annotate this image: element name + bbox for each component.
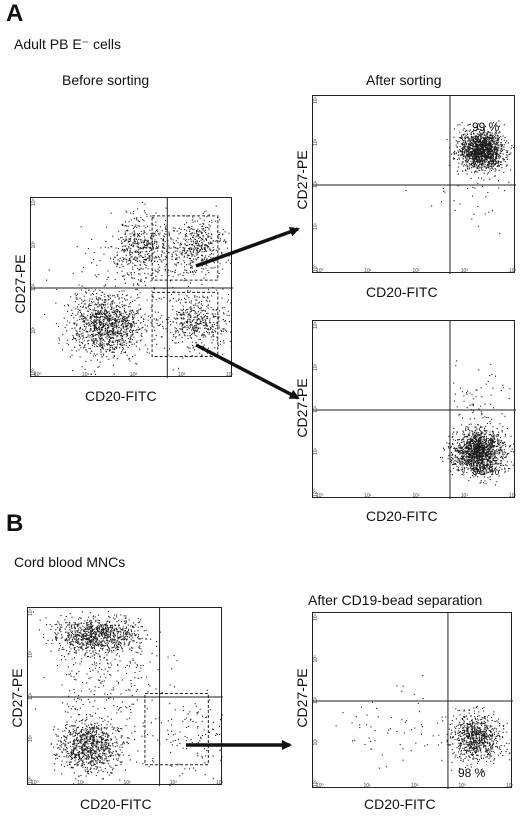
sort-gate xyxy=(151,291,219,358)
x-tick-label: 10⁴ xyxy=(509,493,516,499)
x-axis-label: CD20-FITC xyxy=(85,388,157,404)
x-tick-label: 10¹ xyxy=(82,372,90,378)
percent-label: 98 % xyxy=(472,464,500,478)
y-tick-label: 10³ xyxy=(31,241,37,249)
y-tick-label: 10⁰ xyxy=(313,489,319,497)
y-tick-label: 10² xyxy=(313,405,319,413)
y-tick-label: 10¹ xyxy=(313,447,319,455)
percent-label: 99 % xyxy=(472,120,500,134)
y-tick-label: 10⁴ xyxy=(313,321,319,329)
x-axis-label: CD20-FITC xyxy=(366,508,438,524)
y-tick-label: 10² xyxy=(313,180,319,188)
data-points xyxy=(335,674,512,772)
x-tick-label: 10¹ xyxy=(77,780,85,786)
y-tick-label: 10² xyxy=(313,696,319,704)
data-points xyxy=(440,360,515,486)
data-points xyxy=(405,120,516,235)
y-tick-label: 10⁴ xyxy=(313,96,319,104)
after-bead-separation-title: After CD19-bead separation xyxy=(308,592,483,608)
panel-a-caption: Adult PB E⁻ cells xyxy=(14,36,121,52)
arrow-to-top-plot xyxy=(195,227,300,268)
x-tick-label: 10³ xyxy=(178,372,186,378)
x-tick-label: 10² xyxy=(130,372,138,378)
x-tick-label: 10² xyxy=(124,780,132,786)
after-sorting-title: After sorting xyxy=(366,72,442,88)
x-axis-label: CD20-FITC xyxy=(364,796,436,812)
x-tick-label: 10⁰ xyxy=(316,783,324,789)
y-tick-label: 10¹ xyxy=(313,222,319,230)
y-tick-label: 10⁰ xyxy=(28,776,34,784)
y-tick-label: 10¹ xyxy=(31,326,37,334)
x-axis-label: CD20-FITC xyxy=(366,284,438,300)
x-tick-label: 10³ xyxy=(459,783,467,789)
scatter-plot-a-after-top: 10⁰ 10⁰ 10¹ 10¹ 10² 10² 10³ 10³ 10⁴ 10⁴ xyxy=(312,95,516,274)
y-tick-label: 10⁴ xyxy=(31,198,37,206)
x-tick-label: 10⁰ xyxy=(34,372,42,378)
x-tick-label: 10⁴ xyxy=(506,783,513,789)
y-tick-label: 10¹ xyxy=(28,734,34,742)
x-tick-label: 10³ xyxy=(461,493,469,499)
x-tick-label: 10² xyxy=(411,783,419,789)
x-tick-label: 10⁴ xyxy=(509,268,516,274)
x-tick-label: 10¹ xyxy=(364,268,372,274)
x-tick-label: 10¹ xyxy=(364,783,372,789)
percent-label: 98 % xyxy=(458,766,486,780)
x-tick-label: 10⁰ xyxy=(31,780,39,786)
x-axis-label: CD20-FITC xyxy=(80,796,152,812)
x-tick-label: 10³ xyxy=(170,780,178,786)
y-tick-label: 10⁰ xyxy=(313,779,319,787)
x-tick-label: 10³ xyxy=(461,268,469,274)
x-tick-label: 10⁰ xyxy=(316,493,324,499)
panel-letter-a: A xyxy=(6,0,24,27)
y-tick-label: 10¹ xyxy=(313,738,319,746)
x-tick-label: 10² xyxy=(413,493,421,499)
scatter-plot-b-after: 10⁰ 10⁰ 10¹ 10¹ 10² 10² 10³ 10³ 10⁴ 10⁴ xyxy=(312,612,513,789)
data-points xyxy=(32,610,223,786)
y-tick-label: 10³ xyxy=(28,650,34,658)
y-tick-label: 10⁰ xyxy=(31,368,37,376)
y-tick-label: 10³ xyxy=(313,363,319,371)
x-tick-label: 10⁴ xyxy=(226,372,233,378)
x-tick-label: 10⁰ xyxy=(316,268,324,274)
x-tick-label: 10¹ xyxy=(364,493,372,499)
y-tick-label: 10⁴ xyxy=(313,613,319,621)
y-tick-label: 10⁰ xyxy=(313,264,319,272)
y-tick-label: 10² xyxy=(28,692,34,700)
y-tick-label: 10³ xyxy=(313,655,319,663)
scatter-plot-b-before: 10⁰ 10⁰ 10¹ 10¹ 10² 10² 10³ 10³ 10⁴ 10⁴ xyxy=(27,607,223,786)
arrow-to-bottom-plot xyxy=(195,343,300,400)
scatter-plot-a-after-bottom: 10⁰ 10⁰ 10¹ 10¹ 10² 10² 10³ 10³ 10⁴ 10⁴ xyxy=(312,320,516,499)
y-tick-label: 10³ xyxy=(313,138,319,146)
sort-gate xyxy=(151,215,219,281)
data-points xyxy=(34,201,232,377)
y-tick-label: 10² xyxy=(31,283,37,291)
panel-letter-b: B xyxy=(6,510,24,537)
y-tick-label: 10⁴ xyxy=(28,608,34,616)
before-sorting-title: Before sorting xyxy=(62,72,150,88)
x-tick-label: 10⁴ xyxy=(216,780,223,786)
panel-b-caption: Cord blood MNCs xyxy=(14,554,126,570)
sort-gate xyxy=(144,692,209,766)
x-tick-label: 10² xyxy=(413,268,421,274)
